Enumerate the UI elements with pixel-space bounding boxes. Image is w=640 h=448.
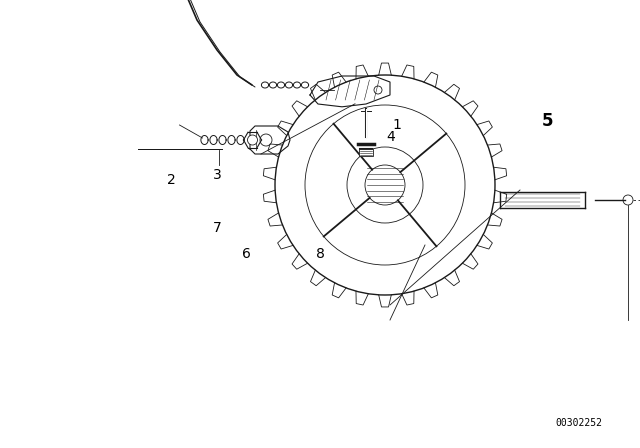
Text: 1: 1 xyxy=(392,118,401,133)
Text: 6: 6 xyxy=(242,247,251,262)
Text: 00302252: 00302252 xyxy=(556,418,603,428)
Text: 8: 8 xyxy=(316,247,324,262)
FancyBboxPatch shape xyxy=(359,149,373,156)
Text: 3: 3 xyxy=(213,168,222,182)
Polygon shape xyxy=(310,76,390,107)
Text: 2: 2 xyxy=(167,173,176,187)
Text: 4: 4 xyxy=(386,129,395,144)
Text: 7: 7 xyxy=(213,221,222,236)
Polygon shape xyxy=(250,126,290,154)
Text: 5: 5 xyxy=(541,112,553,130)
Circle shape xyxy=(248,135,257,145)
